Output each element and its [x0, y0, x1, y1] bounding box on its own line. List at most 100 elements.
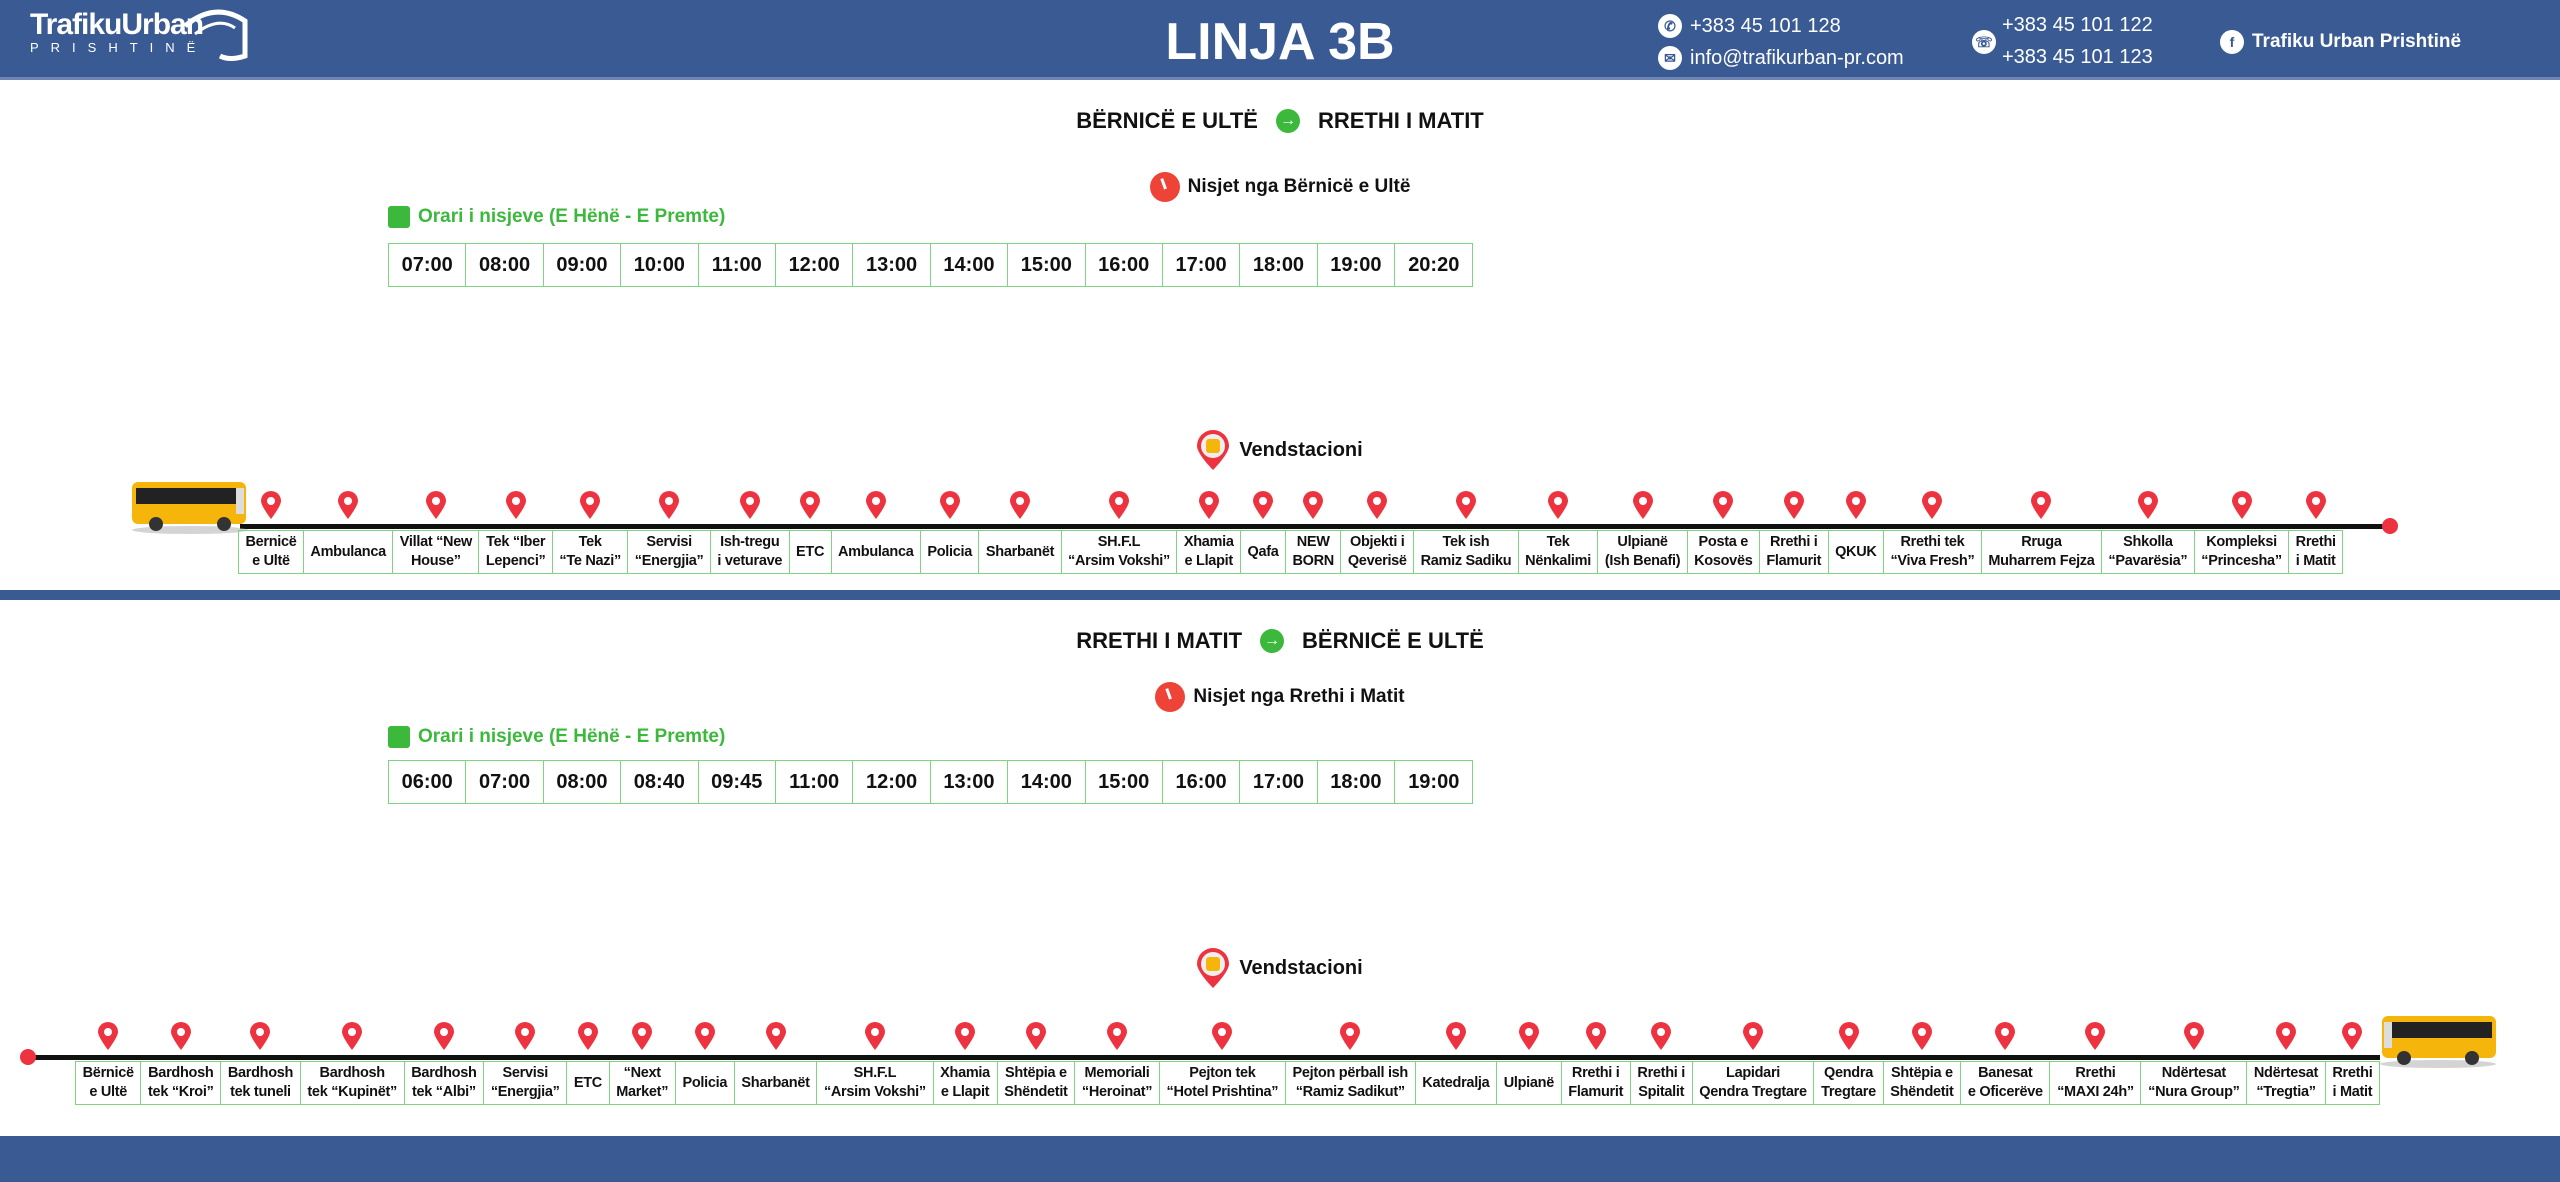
departure-time: 14:00 — [931, 244, 1009, 286]
stop-item[interactable]: Villat “New House” — [392, 491, 478, 573]
stop-item[interactable]: Memoriali “Heroinat” — [1074, 1022, 1159, 1104]
stop-name: Sharbanët — [985, 543, 1055, 560]
stop-item[interactable]: “Next Market” — [608, 1022, 675, 1104]
stop-item[interactable]: Katedralja — [1414, 1022, 1496, 1104]
stop-item[interactable]: Kompleksi “Princesha” — [2193, 491, 2288, 573]
stop-item[interactable]: Ndërtesat “Tregtia” — [2246, 1022, 2324, 1104]
stop-item[interactable]: Bardhosh tek “Kupinët” — [299, 1022, 404, 1104]
stop-item[interactable]: Objekti i Qeverisë — [1340, 491, 1413, 573]
stop-item[interactable]: Shtëpia e Shëndetit — [996, 1022, 1075, 1104]
direction-title: RRETHI I MATIT → BËRNICË E ULTË — [1076, 628, 1484, 653]
stop-item[interactable]: Rrethi “MAXI 24h” — [2049, 1022, 2140, 1104]
stops-heading: Vendstacioni — [0, 948, 2560, 988]
map-pin-icon — [800, 491, 821, 519]
stop-item[interactable]: QKUK — [1827, 491, 1883, 573]
stop-item[interactable]: Qendra Tregtare — [1813, 1022, 1882, 1104]
stop-name: Ish-tregu i veturave — [717, 534, 783, 569]
stop-name: Qafa — [1247, 543, 1279, 560]
stop-item[interactable]: Rrethi i Flamurit — [1758, 491, 1828, 573]
map-pin-icon — [515, 1022, 536, 1050]
stop-item[interactable]: Shtëpia e Shëndetit — [1882, 1022, 1961, 1104]
stop-item[interactable]: Rrethi i Flamurit — [1560, 1022, 1630, 1104]
stop-item[interactable]: Shkolla “Pavarësia” — [2100, 491, 2194, 573]
stop-item[interactable]: Bardhosh tek “Albi” — [403, 1022, 484, 1104]
stop-item[interactable]: Sharbanët — [733, 1022, 817, 1104]
phone-contact[interactable]: ✆ +383 45 101 128 — [1658, 14, 1841, 38]
map-pin-icon — [1010, 491, 1031, 519]
stop-item[interactable]: Bernicë e Ultë — [238, 491, 303, 573]
stop-name: Bernicë e Ultë — [245, 534, 297, 569]
bus-icon — [130, 478, 250, 539]
stop-item[interactable]: Ulpianë (Ish Benafi) — [1597, 491, 1686, 573]
header: TrafikuUrban PRISHTINË LINJA 3B ✆ +383 45… — [0, 0, 2560, 80]
stop-item[interactable]: Xhamia e Llapit — [932, 1022, 997, 1104]
departure-time: 16:00 — [1163, 761, 1241, 803]
map-pin-icon — [765, 1022, 786, 1050]
stop-name: NEW BORN — [1292, 534, 1334, 569]
map-pin-icon — [659, 491, 680, 519]
stop-item[interactable]: Ndërtesat “Nura Group” — [2140, 1022, 2246, 1104]
stop-item[interactable]: Pejton tek “Hotel Prishtina” — [1158, 1022, 1285, 1104]
stop-item[interactable]: Ambulanca — [830, 491, 920, 573]
stop-name: Qendra Tregtare — [1821, 1065, 1876, 1100]
stop-item[interactable]: Tek “Te Nazi” — [551, 491, 627, 573]
logo[interactable]: TrafikuUrban PRISHTINË — [30, 8, 248, 61]
map-pin-icon — [2183, 1022, 2204, 1050]
stop-item[interactable]: Rrethi i Matit — [2324, 1022, 2381, 1104]
viber-contact-1[interactable]: +383 45 101 122 — [2002, 14, 2153, 36]
stop-item[interactable]: ETC — [566, 1022, 608, 1104]
bus-stop-pin-icon — [1197, 430, 1230, 470]
stop-item[interactable]: Xhamia e Llapit — [1176, 491, 1240, 573]
stop-item[interactable]: Bërnicë e Ultë — [75, 1022, 140, 1104]
map-pin-icon — [1107, 1022, 1128, 1050]
stop-name: Objekti i Qeverisë — [1347, 534, 1407, 569]
stop-item[interactable]: Tek ish Ramiz Sadiku — [1413, 491, 1518, 573]
stop-item[interactable]: Qafa — [1240, 491, 1285, 573]
stop-item[interactable]: Rrethi i Spitalit — [1629, 1022, 1692, 1104]
map-pin-icon — [739, 491, 760, 519]
map-pin-icon — [260, 491, 281, 519]
stop-name: Tek Nënkalimi — [1525, 534, 1591, 569]
stop-item[interactable]: Servisi “Energjia” — [627, 491, 710, 573]
stop-item[interactable]: Sharbanët — [978, 491, 1060, 573]
stop-item[interactable]: Bardhosh tek tuneli — [220, 1022, 300, 1104]
stop-name: Bardhosh tek “Albi” — [411, 1065, 477, 1100]
stop-item[interactable]: Lapidari Qendra Tregtare — [1691, 1022, 1814, 1104]
stop-item[interactable]: SH.F.L “Arsim Vokshi” — [1060, 491, 1177, 573]
stop-item[interactable]: Tek “Iber Lepenci” — [478, 491, 552, 573]
stop-item[interactable]: Rruga Muharrem Fejza — [1980, 491, 2101, 573]
map-pin-icon — [2231, 491, 2252, 519]
stop-name: Kompleksi “Princesha” — [2201, 534, 2282, 569]
map-pin-icon — [1838, 1022, 1859, 1050]
viber-contact-2[interactable]: +383 45 101 123 — [2002, 46, 2153, 68]
stop-item[interactable]: Ish-tregu i veturave — [709, 491, 789, 573]
stop-item[interactable]: Policia — [674, 1022, 734, 1104]
stop-item[interactable]: Policia — [919, 491, 979, 573]
departure-time: 13:00 — [853, 244, 931, 286]
stop-name: Banesat e Oficerëve — [1967, 1065, 2043, 1100]
map-pin-icon — [1253, 491, 1274, 519]
stop-item[interactable]: Tek Nënkalimi — [1517, 491, 1598, 573]
stop-item[interactable]: Pejton përball ish “Ramiz Sadikut” — [1284, 1022, 1415, 1104]
route-end-dot — [2382, 518, 2398, 534]
stop-item[interactable]: SH.F.L “Arsim Vokshi” — [816, 1022, 932, 1104]
stop-item[interactable]: Bardhosh tek “Kroi” — [140, 1022, 220, 1104]
stop-item[interactable]: Rrethi tek “Viva Fresh” — [1883, 491, 1981, 573]
facebook-link[interactable]: f Trafiku Urban Prishtinë — [2220, 30, 2461, 54]
stop-item[interactable]: Servisi “Energjia” — [483, 1022, 566, 1104]
stop-item[interactable]: Rrethi i Matit — [2288, 491, 2344, 573]
email-contact[interactable]: ✉ info@trafikurban-pr.com — [1658, 46, 1904, 70]
stop-name: Policia — [682, 1074, 728, 1091]
stop-item[interactable]: Ulpianë — [1496, 1022, 1561, 1104]
stop-item[interactable]: Ambulanca — [302, 491, 392, 573]
stop-name: ETC — [573, 1074, 602, 1091]
stop-item[interactable]: Posta e Kosovës — [1686, 491, 1759, 573]
stop-name: Ambulanca — [310, 543, 386, 560]
direction-title: BËRNICË E ULTË → RRETHI I MATIT — [1076, 108, 1484, 133]
stop-item[interactable]: NEW BORN — [1285, 491, 1340, 573]
stop-name: Villat “New House” — [399, 534, 472, 569]
stop-item[interactable]: ETC — [788, 491, 831, 573]
stop-item[interactable]: Banesat e Oficerëve — [1960, 1022, 2049, 1104]
departure-times: 07:00 08:00 09:00 10:00 11:00 12:00 13:00 14:00… — [388, 243, 1474, 287]
stop-name: Bardhosh tek “Kroi” — [148, 1065, 214, 1100]
